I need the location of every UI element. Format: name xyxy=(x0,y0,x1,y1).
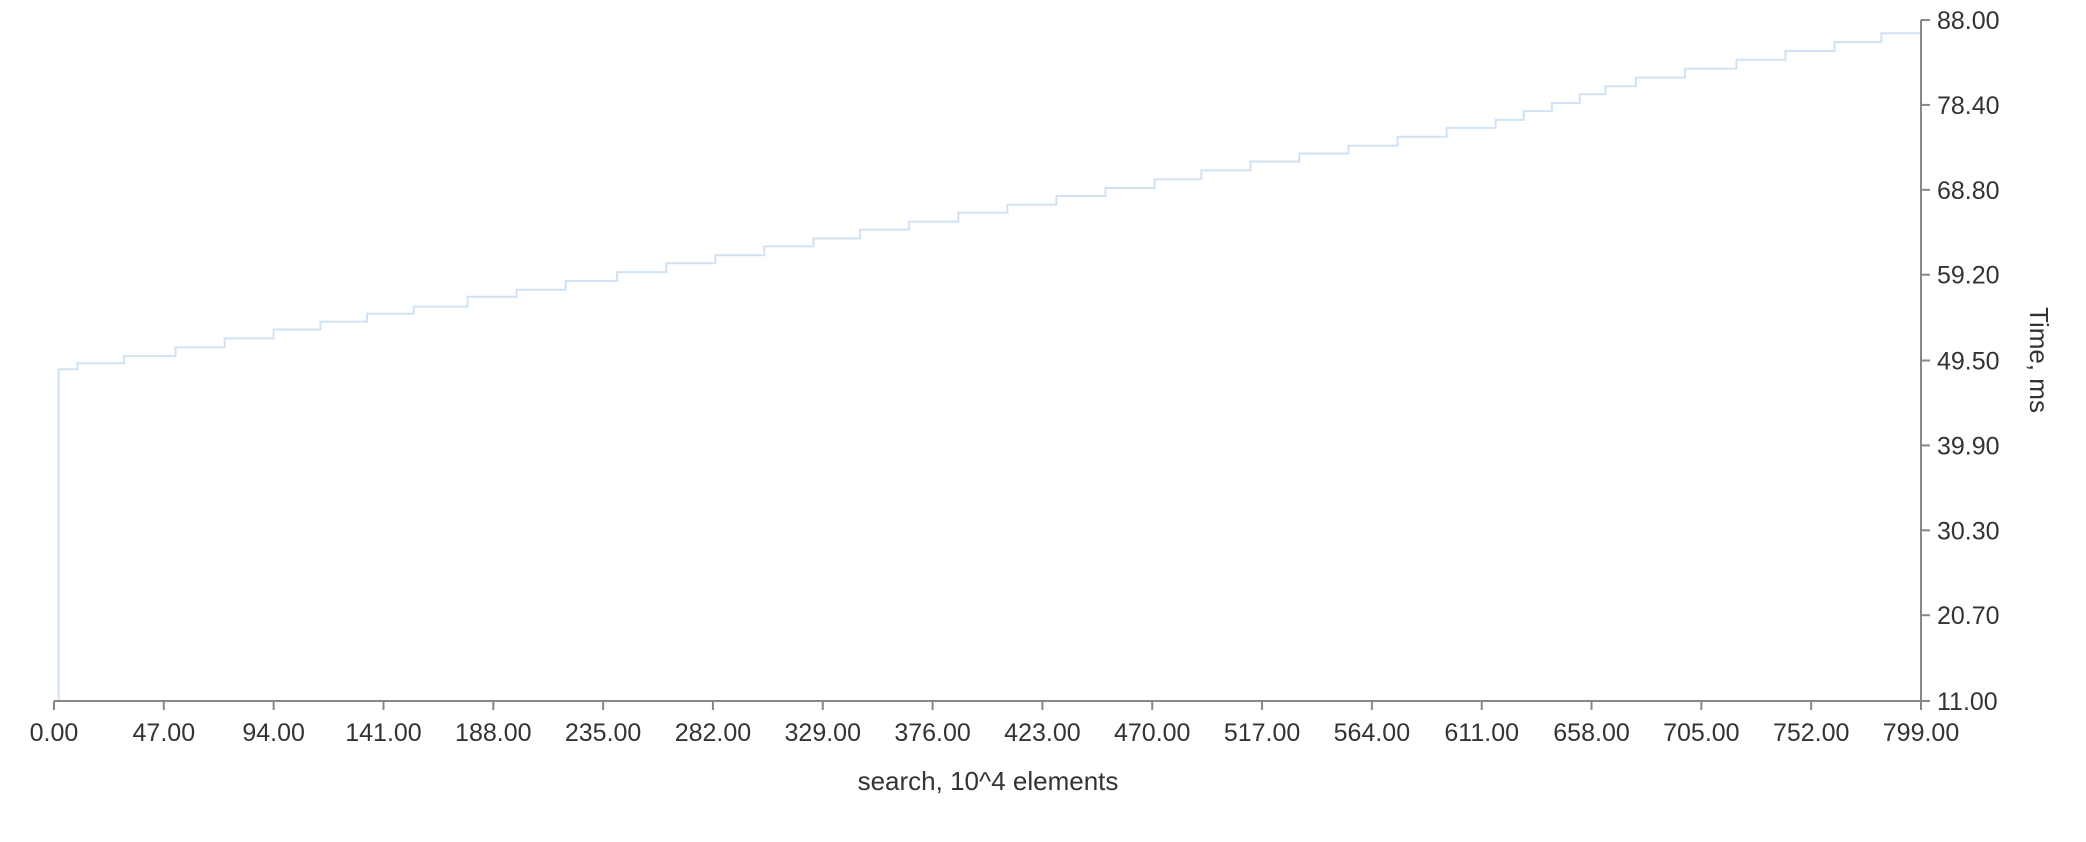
x-tick-label: 799.00 xyxy=(1883,719,1959,747)
y-tick-label: 30.30 xyxy=(1937,517,2000,545)
x-tick-label: 329.00 xyxy=(785,719,861,747)
x-tick-label: 235.00 xyxy=(565,719,641,747)
x-tick-label: 611.00 xyxy=(1444,719,1519,747)
y-tick-label: 39.90 xyxy=(1937,432,2000,460)
y-tick-label: 78.40 xyxy=(1937,92,2000,120)
y-tick-label: 11.00 xyxy=(1937,688,1998,716)
y-tick-label: 20.70 xyxy=(1937,602,2000,630)
x-tick-label: 188.00 xyxy=(455,719,531,747)
y-ticks: 11.00 20.70 30.30 39.90 49.50 59.20 68.80 78.40… xyxy=(1921,7,2000,716)
x-tick-label: 141.00 xyxy=(345,719,421,747)
y-tick-label: 88.00 xyxy=(1937,7,2000,35)
x-tick-label: 94.00 xyxy=(242,719,305,747)
x-tick-label: 423.00 xyxy=(1004,719,1080,747)
plot-area xyxy=(54,25,1922,702)
x-tick-label: 517.00 xyxy=(1224,719,1300,747)
y-tick-label: 59.20 xyxy=(1937,262,2000,290)
series-line-0 xyxy=(54,25,1922,702)
x-tick-label: 376.00 xyxy=(894,719,970,747)
x-tick-label: 47.00 xyxy=(133,719,196,747)
x-tick-label: 752.00 xyxy=(1773,719,1849,747)
y-tick-label: 49.50 xyxy=(1937,348,2000,376)
x-tick-label: 564.00 xyxy=(1334,719,1410,747)
y-axis: 11.00 20.70 30.30 39.90 49.50 59.20 68.80 78.40… xyxy=(1920,7,2000,716)
x-ticks: 0.00 47.00 94.00 141.00 188.00 235.00 282.00 32… xyxy=(30,701,1959,747)
x-tick-label: 470.00 xyxy=(1114,719,1190,747)
y-tick-label: 68.80 xyxy=(1937,177,2000,205)
x-tick-label: 282.00 xyxy=(675,719,751,747)
x-tick-label: 658.00 xyxy=(1553,719,1629,747)
x-tick-label: 0.00 xyxy=(30,719,79,747)
x-tick-label: 705.00 xyxy=(1663,719,1739,747)
x-axis: 0.00 47.00 94.00 141.00 188.00 235.00 282.00 32… xyxy=(30,700,1959,747)
y-axis-title: Time, ms xyxy=(2024,307,2054,413)
x-axis-title: search, 10^4 elements xyxy=(858,766,1119,796)
